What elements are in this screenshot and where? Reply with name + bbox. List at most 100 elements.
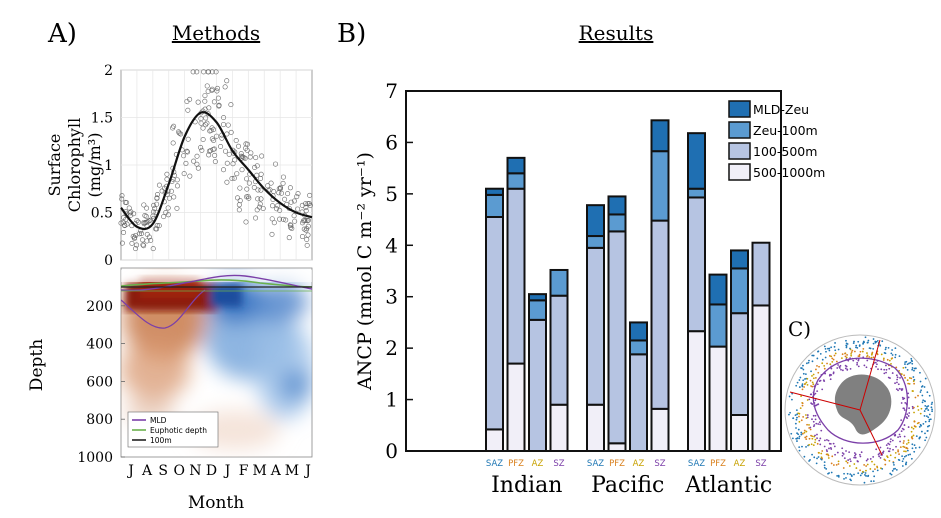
float-dot <box>919 423 922 426</box>
float-dot <box>923 410 926 412</box>
y-label-line: Surface <box>45 134 64 197</box>
chlorophyll-point <box>235 195 241 201</box>
float-dot <box>798 449 801 452</box>
chlorophyll-point <box>199 147 205 153</box>
float-dot <box>907 415 910 417</box>
float-dot <box>867 339 870 342</box>
chlorophyll-point <box>131 211 137 217</box>
float-dot <box>877 453 880 456</box>
float-dot <box>898 433 901 436</box>
zone-label: AZ <box>532 459 544 469</box>
chlorophyll-point <box>254 172 260 178</box>
results-title: Results <box>579 21 654 45</box>
chlorophyll-point <box>280 174 286 180</box>
chlorophyll-point <box>257 201 263 207</box>
float-dot <box>889 377 891 379</box>
float-dot <box>854 456 857 459</box>
chlorophyll-point <box>211 99 217 105</box>
float-dot <box>891 439 894 442</box>
float-dot <box>884 463 887 466</box>
float-dot <box>823 445 826 448</box>
float-dot <box>919 371 921 374</box>
float-dot <box>853 473 855 476</box>
float-dot <box>927 405 930 407</box>
chlorophyll-point <box>252 164 258 170</box>
float-dot <box>803 386 806 388</box>
float-dot <box>814 441 816 444</box>
float-dot <box>864 336 867 339</box>
float-dot <box>808 443 810 446</box>
float-dot <box>865 465 868 467</box>
float-dot <box>818 452 820 454</box>
float-dot <box>842 453 845 455</box>
chlorophyll-point <box>248 150 254 156</box>
float-dot <box>859 474 862 477</box>
chlorophyll-point <box>277 207 283 213</box>
y-tick-label: 200 <box>86 299 113 315</box>
float-dot <box>832 442 835 445</box>
float-dot <box>894 353 897 356</box>
chlorophyll-point <box>258 187 264 193</box>
chlorophyll-point <box>141 202 147 208</box>
float-dot <box>806 377 809 380</box>
bar-segment <box>586 403 605 453</box>
float-dot <box>895 366 898 369</box>
chlorophyll-point <box>239 167 245 173</box>
chlorophyll-point <box>242 155 248 161</box>
float-dot <box>872 456 875 458</box>
chlorophyll-point <box>164 176 170 182</box>
chlorophyll-point <box>299 202 305 208</box>
bar-segment <box>586 246 605 406</box>
float-dot <box>800 395 802 398</box>
float-dot <box>821 457 823 460</box>
float-dot <box>830 462 833 465</box>
float-dot <box>897 436 899 439</box>
float-dot <box>892 448 894 451</box>
antarctica-icon <box>834 374 892 435</box>
float-dot <box>853 452 856 454</box>
float-dot <box>818 439 821 442</box>
float-dot <box>890 357 893 360</box>
chlorophyll-point <box>214 133 220 139</box>
chlorophyll-point <box>144 205 150 211</box>
bar-segment <box>687 132 706 190</box>
float-dot <box>900 373 903 375</box>
float-dot <box>794 422 797 425</box>
float-dot <box>906 369 909 371</box>
float-dot <box>872 342 875 345</box>
methods-title: Methods <box>172 21 260 45</box>
float-dot <box>837 348 840 351</box>
float-dot <box>814 438 817 441</box>
float-dot <box>817 423 820 425</box>
float-dot <box>829 378 832 381</box>
float-dot <box>919 436 922 439</box>
float-dot <box>927 416 930 419</box>
float-dot <box>814 399 817 402</box>
float-dot <box>794 414 797 417</box>
chlorophyll-point <box>209 86 215 92</box>
float-dot <box>847 459 850 461</box>
chlorophyll-point <box>288 224 294 230</box>
chlorophyll-point <box>151 202 157 208</box>
chlorophyll-point <box>150 246 156 252</box>
float-dot <box>897 389 899 392</box>
float-dot <box>828 447 830 450</box>
bar-segment <box>687 196 706 333</box>
chlorophyll-point <box>129 240 135 246</box>
chlorophyll-point <box>305 217 311 223</box>
float-dot <box>841 369 844 372</box>
chlorophyll-point <box>147 217 153 223</box>
float-dot <box>876 353 879 356</box>
float-dot <box>802 416 805 418</box>
float-dot <box>897 449 900 452</box>
chlorophyll-point <box>138 231 144 237</box>
chlorophyll-point <box>305 218 311 224</box>
chlorophyll-point <box>136 231 142 237</box>
float-dot <box>897 450 900 453</box>
float-dot <box>804 373 807 376</box>
bar-y-label: ANCP (mmol C m⁻² yr⁻¹) <box>354 152 376 391</box>
float-dot <box>859 350 862 353</box>
chlorophyll-point <box>200 125 206 131</box>
float-dot <box>899 440 901 443</box>
float-dot <box>912 427 915 430</box>
